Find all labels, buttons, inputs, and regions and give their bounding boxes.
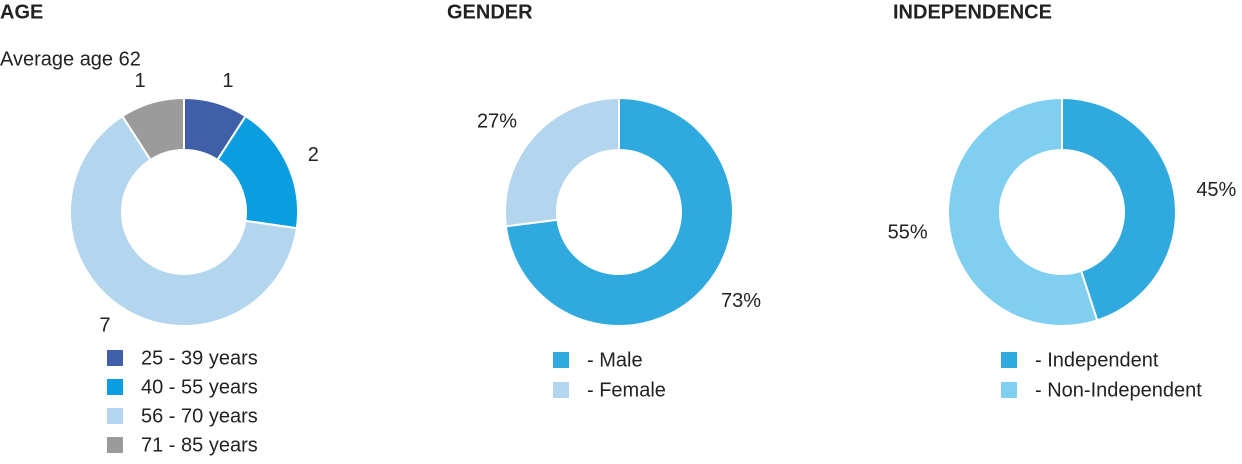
legend-swatch <box>107 379 123 395</box>
legend-swatch <box>1001 352 1017 368</box>
donut-segment <box>504 96 734 327</box>
legend-swatch <box>107 350 123 366</box>
legend-swatch <box>553 382 569 398</box>
chart-subtitle: Average age 62 <box>0 48 141 70</box>
legend-label: - Female <box>587 379 666 401</box>
legend-swatch <box>553 352 569 368</box>
chart-title: INDEPENDENCE <box>893 1 1052 23</box>
legend-label: 40 - 55 years <box>141 376 258 398</box>
legend-label: - Non-Independent <box>1035 379 1202 401</box>
data-label: 55% <box>888 222 928 244</box>
legend-swatch <box>107 408 123 424</box>
legend-label: - Male <box>587 349 643 371</box>
chart-title: AGE <box>0 1 43 23</box>
legend-swatch <box>107 437 123 453</box>
legend-label: 71 - 85 years <box>141 434 258 456</box>
data-label: 27% <box>477 110 517 132</box>
data-label: 45% <box>1196 179 1236 201</box>
legend-swatch <box>1001 382 1017 398</box>
data-label: 1 <box>135 70 146 92</box>
donut-segment <box>69 114 298 327</box>
data-label: 7 <box>99 315 110 337</box>
legend-label: 56 - 70 years <box>141 405 258 427</box>
donut-segment <box>120 96 185 162</box>
donut-segment <box>1061 96 1177 322</box>
data-label: 2 <box>308 144 319 166</box>
legend-label: - Independent <box>1035 349 1159 371</box>
donut-segment <box>947 96 1099 327</box>
legend-label: 25 - 39 years <box>141 347 258 369</box>
data-label: 1 <box>222 70 233 92</box>
data-label: 73% <box>721 290 761 312</box>
donut-segment <box>504 96 620 228</box>
chart-title: GENDER <box>447 1 533 23</box>
